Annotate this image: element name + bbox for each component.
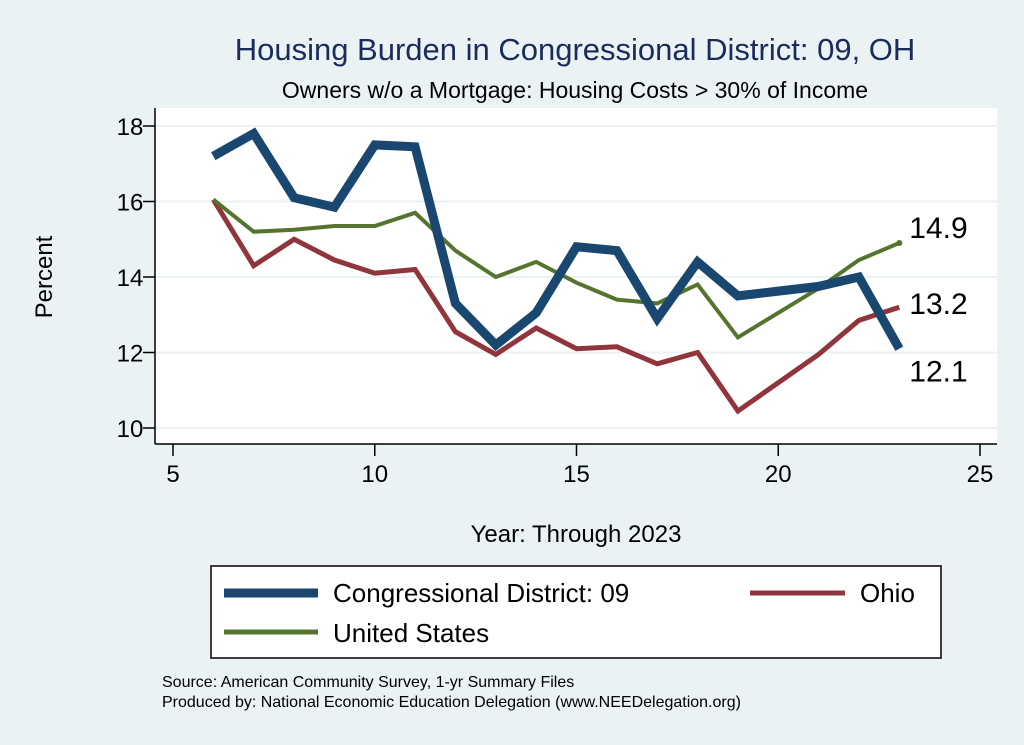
us-end-marker (896, 240, 903, 247)
y-tick-label: 16 (117, 190, 144, 217)
district-end-label: 12.1 (909, 356, 967, 389)
y-axis-title: Percent (31, 235, 58, 318)
us-line (212, 198, 901, 341)
legend-label-us: United States (333, 618, 489, 648)
y-tick-label: 18 (117, 114, 144, 141)
x-tick-label: 5 (166, 461, 179, 488)
source-line: Source: American Community Survey, 1-yr … (162, 674, 574, 691)
ohio-end-label: 13.2 (909, 288, 967, 321)
x-tick-label: 20 (765, 461, 792, 488)
y-tick-label: 14 (117, 265, 144, 292)
series-lines (211, 127, 904, 415)
end-labels: 12.1 13.2 14.9 (909, 212, 967, 389)
us-end-label: 14.9 (909, 212, 967, 245)
x-axis-title: Year: Through 2023 (471, 521, 682, 548)
legend-label-ohio: Ohio (860, 578, 915, 608)
axes: 10 12 14 16 18 5 10 15 20 25 (117, 108, 997, 488)
x-tick-label: 25 (967, 461, 994, 488)
legend-label-district: Congressional District: 09 (333, 578, 629, 608)
district-line (211, 127, 904, 352)
y-tick-label: 10 (117, 416, 144, 443)
x-tick-label: 10 (361, 461, 388, 488)
x-tick-label: 15 (563, 461, 590, 488)
chart-subtitle: Owners w/o a Mortgage: Housing Costs > 3… (282, 77, 868, 103)
y-tick-label: 12 (117, 341, 144, 368)
ohio-line (211, 198, 901, 415)
producer-line: Produced by: National Economic Education… (162, 694, 741, 711)
legend-box (210, 565, 942, 659)
chart-title: Housing Burden in Congressional District… (235, 32, 916, 67)
